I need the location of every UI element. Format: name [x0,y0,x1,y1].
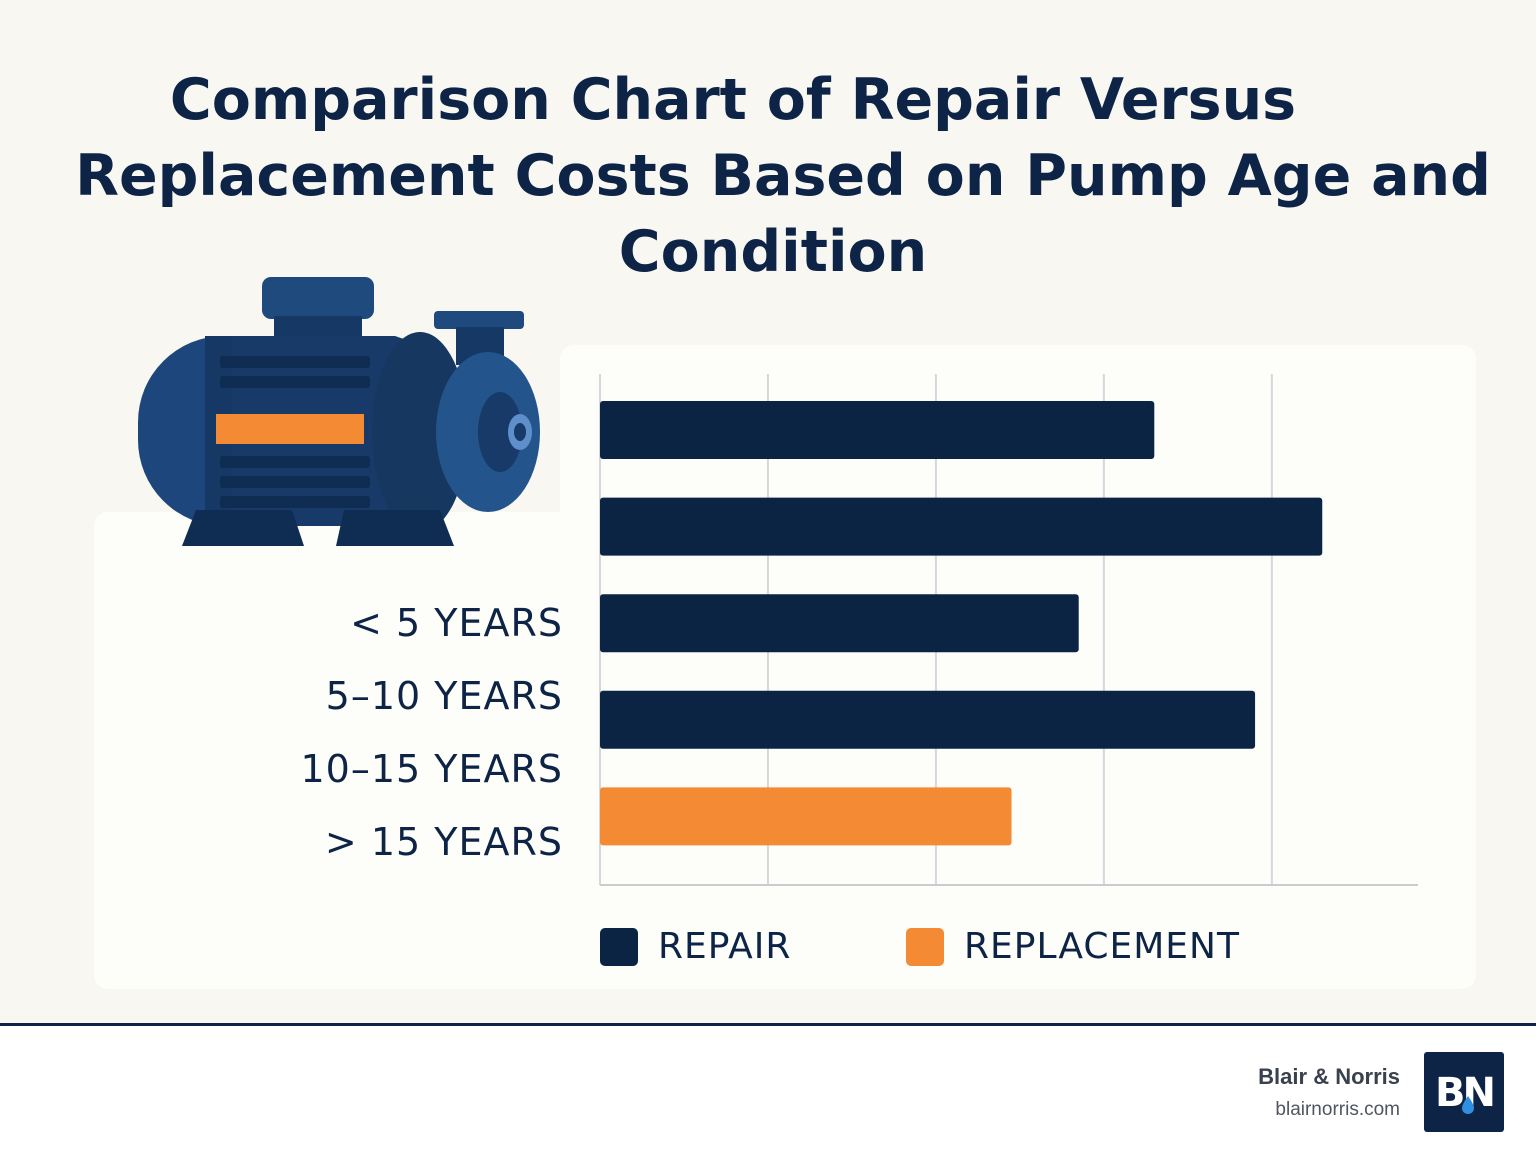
legend-item-replacement: REPLACEMENT [906,926,1240,967]
page-title: Comparison Chart of Repair Versus Replac… [0,62,1536,290]
category-label-5-10: 5–10 YEARS [325,674,563,718]
bar-replacement-4 [600,787,1012,846]
legend-item-repair: REPAIR [600,926,791,967]
category-label-10-15: 10–15 YEARS [300,747,563,791]
chart-card [94,512,1476,989]
footer [0,1026,1536,1154]
footer-divider [0,1023,1536,1026]
pump-icon [138,277,540,546]
title-line-2: Replacement Costs Based on Pump Age and [75,143,1491,209]
bar-repair-0 [600,401,1155,459]
bar-repair-1 [600,497,1323,556]
brand-logo: BN [1424,1052,1504,1132]
legend-swatch-replacement [906,927,944,966]
legend-swatch-repair [600,927,638,966]
legend-label-repair: REPAIR [658,926,792,967]
bar-repair-3 [600,690,1256,749]
category-label-over-15: > 15 YEARS [324,820,563,864]
brand-name: Blair & Norris [1258,1064,1400,1089]
title-line-3: Condition [618,219,928,285]
brand-url: blairnorris.com [1275,1099,1400,1120]
category-label-under-5: < 5 YEARS [350,601,563,645]
legend-label-replacement: REPLACEMENT [964,926,1240,967]
bar-repair-2 [600,594,1079,653]
chart-bars [600,401,1323,846]
title-line-1: Comparison Chart of Repair Versus [169,67,1297,133]
